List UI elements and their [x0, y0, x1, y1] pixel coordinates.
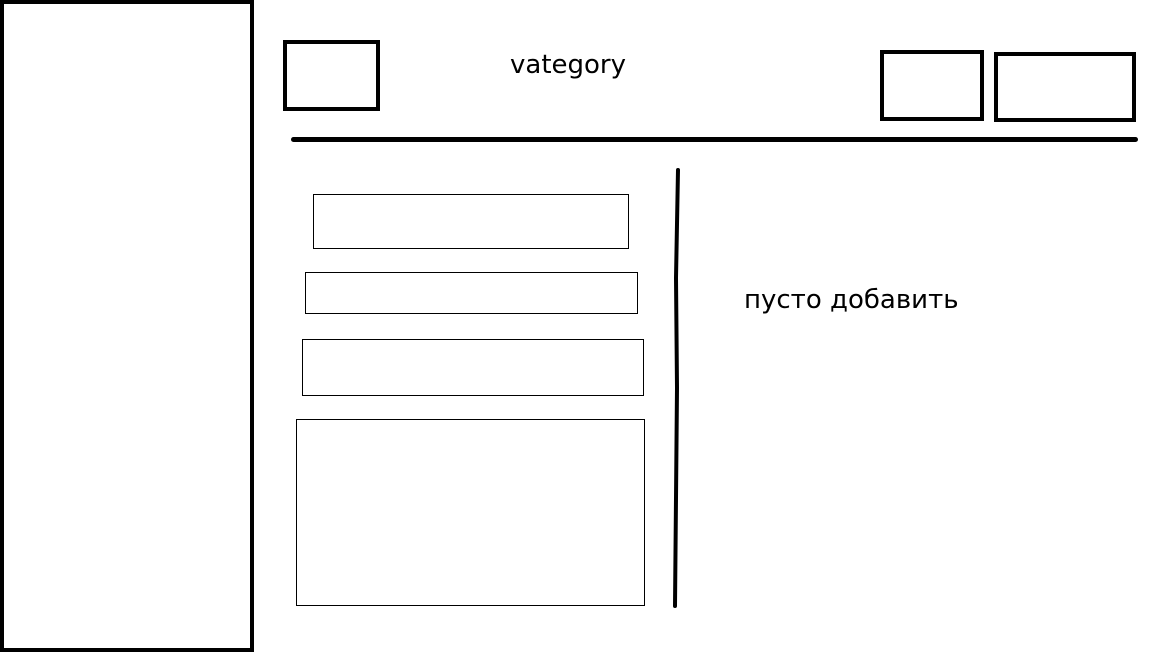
header-right-button-1[interactable] [880, 50, 984, 121]
vertical-divider [673, 168, 680, 608]
list-item[interactable] [302, 339, 644, 396]
header-divider [291, 137, 1138, 142]
page-title: vategory [510, 50, 626, 80]
empty-state-add-link[interactable]: пусто добавить [744, 285, 959, 315]
list-item[interactable] [313, 194, 629, 249]
sidebar [0, 0, 254, 652]
header-right-button-2[interactable] [994, 52, 1136, 122]
list-item[interactable] [305, 272, 638, 314]
header-left-button[interactable] [283, 40, 380, 111]
list-item[interactable] [296, 419, 645, 606]
